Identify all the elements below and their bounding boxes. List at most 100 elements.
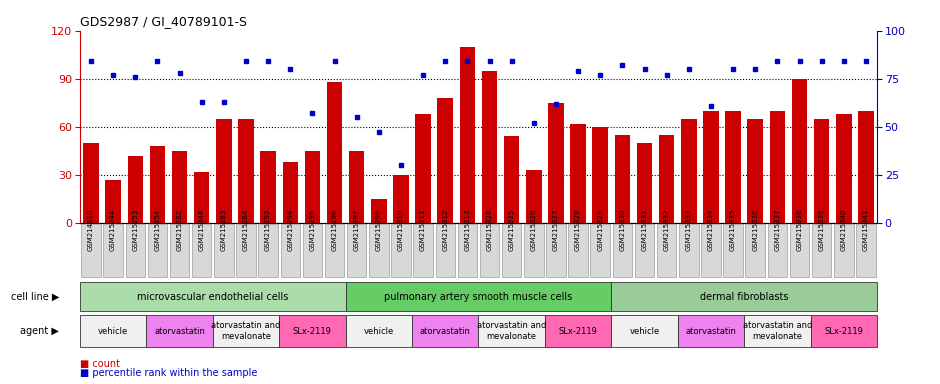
Text: GSM215293: GSM215293 [265, 208, 271, 250]
Text: atorvastatin and
mevalonate: atorvastatin and mevalonate [743, 321, 812, 341]
FancyBboxPatch shape [856, 224, 876, 277]
FancyBboxPatch shape [192, 224, 212, 277]
Text: GSM215253: GSM215253 [133, 208, 138, 250]
Text: GSM215310: GSM215310 [398, 208, 404, 250]
Bar [482, 71, 497, 223]
Text: GSM215325: GSM215325 [509, 208, 515, 250]
Bar [726, 111, 741, 223]
Text: GSM215344: GSM215344 [198, 208, 205, 250]
Bar [836, 114, 852, 223]
Text: GSM215329: GSM215329 [597, 208, 603, 250]
FancyBboxPatch shape [214, 224, 233, 277]
Bar [194, 172, 210, 223]
FancyBboxPatch shape [126, 224, 145, 277]
Text: GSM215284: GSM215284 [243, 208, 249, 250]
Text: GSM215338: GSM215338 [796, 208, 803, 250]
FancyBboxPatch shape [346, 316, 412, 346]
Bar [105, 180, 121, 223]
Bar [393, 175, 409, 223]
Text: GSM215327: GSM215327 [553, 208, 559, 250]
FancyBboxPatch shape [634, 224, 654, 277]
FancyBboxPatch shape [479, 224, 499, 277]
FancyBboxPatch shape [546, 224, 566, 277]
FancyBboxPatch shape [569, 224, 588, 277]
Text: GSM215298: GSM215298 [376, 208, 382, 250]
FancyBboxPatch shape [414, 224, 432, 277]
Text: vehicle: vehicle [630, 326, 660, 336]
Text: GSM215254: GSM215254 [154, 209, 161, 250]
Bar [305, 151, 321, 223]
FancyBboxPatch shape [810, 316, 877, 346]
FancyBboxPatch shape [279, 316, 346, 346]
Bar [548, 103, 564, 223]
Text: GDS2987 / GI_40789101-S: GDS2987 / GI_40789101-S [80, 15, 247, 28]
FancyBboxPatch shape [170, 224, 189, 277]
FancyBboxPatch shape [369, 224, 388, 277]
Text: agent ▶: agent ▶ [21, 326, 59, 336]
Text: atorvastatin: atorvastatin [154, 326, 205, 336]
Text: GSM215331: GSM215331 [641, 208, 648, 250]
FancyBboxPatch shape [80, 316, 147, 346]
FancyBboxPatch shape [724, 224, 743, 277]
FancyBboxPatch shape [147, 316, 212, 346]
Text: GSM215332: GSM215332 [664, 208, 669, 250]
FancyBboxPatch shape [744, 316, 810, 346]
FancyBboxPatch shape [590, 224, 610, 277]
Text: microvascular endothelial cells: microvascular endothelial cells [137, 291, 289, 302]
FancyBboxPatch shape [458, 224, 478, 277]
Text: SLx-2119: SLx-2119 [558, 326, 598, 336]
Text: GSM215313: GSM215313 [464, 208, 470, 250]
Text: atorvastatin and
mevalonate: atorvastatin and mevalonate [477, 321, 546, 341]
Text: GSM215330: GSM215330 [619, 208, 625, 250]
Bar [858, 111, 873, 223]
FancyBboxPatch shape [611, 316, 678, 346]
Text: GSM215311: GSM215311 [420, 208, 426, 250]
FancyBboxPatch shape [745, 224, 765, 277]
Bar [216, 119, 231, 223]
Text: GSM215339: GSM215339 [819, 208, 824, 250]
Bar [571, 124, 586, 223]
FancyBboxPatch shape [236, 224, 256, 277]
Bar [592, 127, 608, 223]
Text: dermal fibroblasts: dermal fibroblasts [700, 291, 789, 302]
FancyBboxPatch shape [103, 224, 123, 277]
Bar [659, 135, 674, 223]
Text: GSM215296: GSM215296 [332, 208, 337, 250]
FancyBboxPatch shape [391, 224, 411, 277]
Text: GSM215282: GSM215282 [177, 208, 182, 250]
Text: GSM215334: GSM215334 [708, 208, 714, 250]
FancyBboxPatch shape [790, 224, 809, 277]
Text: GSM215297: GSM215297 [353, 208, 360, 250]
Text: GSM215324: GSM215324 [487, 208, 493, 250]
Bar [84, 143, 99, 223]
Bar [371, 199, 386, 223]
FancyBboxPatch shape [812, 224, 831, 277]
Text: GSM215341: GSM215341 [863, 208, 869, 250]
Text: GSM215295: GSM215295 [309, 208, 316, 250]
FancyBboxPatch shape [525, 224, 543, 277]
Text: GSM215244: GSM215244 [110, 209, 117, 250]
FancyBboxPatch shape [834, 224, 854, 277]
Text: atorvastatin: atorvastatin [685, 326, 736, 336]
Text: GSM215335: GSM215335 [730, 208, 736, 250]
FancyBboxPatch shape [478, 316, 545, 346]
FancyBboxPatch shape [325, 224, 344, 277]
FancyBboxPatch shape [346, 282, 611, 311]
Text: GSM215340: GSM215340 [840, 208, 847, 250]
Text: GSM215336: GSM215336 [752, 208, 759, 250]
Bar [460, 47, 475, 223]
FancyBboxPatch shape [435, 224, 455, 277]
FancyBboxPatch shape [502, 224, 522, 277]
FancyBboxPatch shape [613, 224, 632, 277]
FancyBboxPatch shape [768, 224, 787, 277]
Text: vehicle: vehicle [364, 326, 394, 336]
FancyBboxPatch shape [679, 224, 698, 277]
Bar [791, 79, 807, 223]
FancyBboxPatch shape [280, 224, 300, 277]
FancyBboxPatch shape [545, 316, 611, 346]
Bar [283, 162, 298, 223]
Bar [172, 151, 187, 223]
Bar [149, 146, 165, 223]
Bar [636, 143, 652, 223]
Text: GSM215328: GSM215328 [575, 208, 581, 250]
